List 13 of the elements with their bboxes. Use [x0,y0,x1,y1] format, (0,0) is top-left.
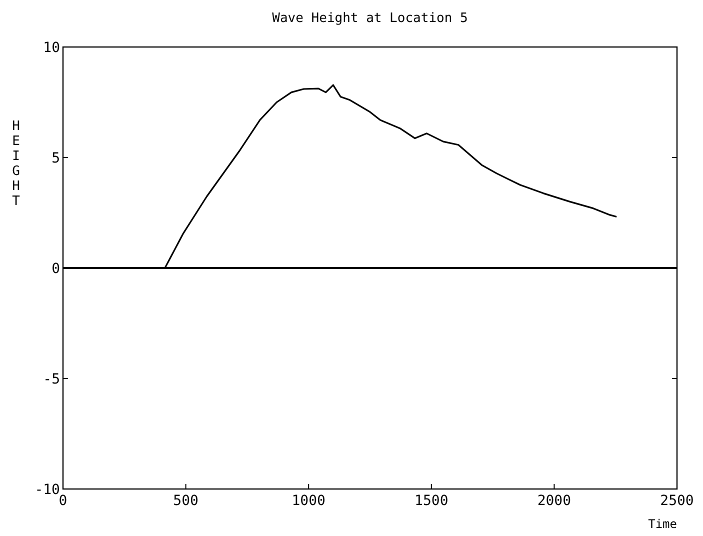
y-tick-label: -10 [34,482,60,498]
chart-title: Wave Height at Location 5 [272,11,468,26]
y-axis-title: HEIGHT [12,119,20,209]
x-tick-label: 500 [173,493,198,509]
y-tick-label: 0 [52,261,60,277]
x-tick-label: 1000 [292,493,326,509]
y-tick-label: -5 [43,372,60,388]
x-tick-label: 1500 [414,493,448,509]
x-tick-label: 2000 [537,493,572,509]
x-tick-label: 2500 [660,493,694,509]
y-tick-label: 5 [52,150,60,166]
x-axis-title: Time [648,517,677,531]
y-tick-label: 10 [43,40,60,56]
